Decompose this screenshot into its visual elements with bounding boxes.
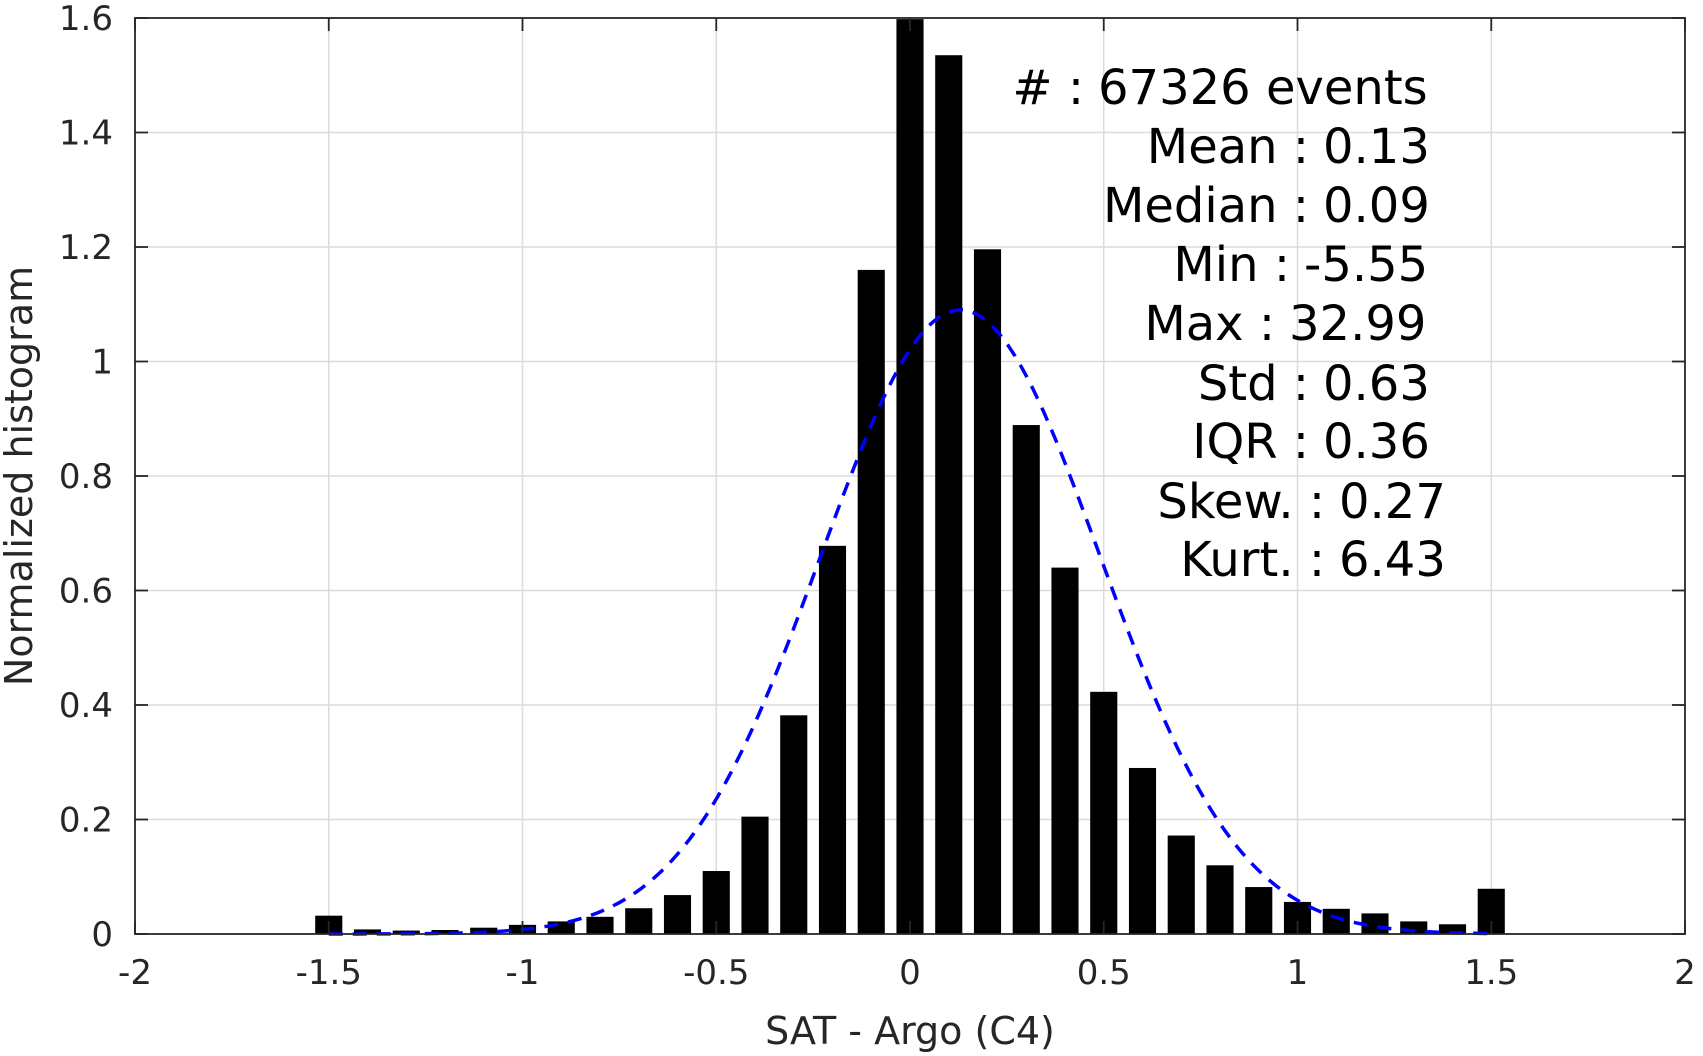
axis-ticks [134, 17, 1686, 935]
x-tick-label: -2 [118, 953, 152, 993]
histogram-bar [780, 715, 808, 934]
stat-value: 0.09 [1323, 178, 1430, 234]
y-tick-label: 1.4 [59, 114, 113, 154]
stat-label: Max : [1144, 296, 1275, 352]
x-tick-label: 2 [1674, 953, 1696, 993]
stat-value: 0.36 [1323, 414, 1430, 470]
histogram-bar [547, 921, 575, 934]
x-tick-label: -0.5 [683, 953, 749, 993]
y-tick-label: 0.6 [59, 572, 113, 612]
stat-value: 0.63 [1323, 356, 1430, 412]
x-tick-label: -1 [506, 953, 540, 993]
stat-value: 67326 events [1098, 60, 1428, 116]
histogram-bars [315, 19, 1505, 935]
stat-value: -5.55 [1304, 237, 1428, 293]
histogram-bar [1206, 865, 1234, 934]
stat-label: Mean : [1147, 119, 1309, 175]
histogram-bar [741, 816, 769, 934]
x-tick-label: 0 [899, 953, 921, 993]
stat-label: Min : [1173, 237, 1290, 293]
stat-value: 0.27 [1339, 474, 1446, 530]
histogram-bar [896, 19, 924, 934]
x-tick-label: 1 [1287, 953, 1309, 993]
histogram-bar [663, 895, 692, 934]
stat-label: Skew. : [1157, 474, 1325, 530]
y-tick-label: 0.2 [59, 801, 113, 841]
y-axis-label: Normalized histogram [0, 266, 41, 686]
histogram-bar [353, 929, 382, 934]
y-tick-label: 0.8 [59, 457, 113, 497]
y-tick-label: 0 [91, 915, 113, 955]
histogram-bar [1012, 425, 1040, 934]
stat-label: IQR : [1192, 414, 1309, 470]
y-tick-label: 1 [91, 343, 113, 383]
x-tick-label: 0.5 [1077, 953, 1131, 993]
stat-label: # : [1012, 60, 1084, 116]
stat-label: Median : [1103, 178, 1309, 234]
stat-label: Kurt. : [1180, 532, 1325, 588]
x-tick-label: 1.5 [1464, 953, 1518, 993]
histogram-bar [1128, 767, 1157, 934]
histogram-bar [1167, 835, 1195, 934]
histogram-bar [857, 269, 885, 934]
stat-label: Std : [1198, 356, 1309, 412]
stat-value: 32.99 [1289, 296, 1426, 352]
histogram-bar [973, 249, 1002, 935]
histogram-bar [1051, 567, 1079, 934]
stat-value: 6.43 [1339, 532, 1446, 588]
stat-value: 0.13 [1323, 119, 1430, 175]
histogram-bar [431, 929, 459, 934]
x-tick-labels: -2 -1.5 -1 -0.5 0 0.5 1 1.5 2 [118, 953, 1696, 993]
x-axis-label: SAT - Argo (C4) [765, 1009, 1055, 1053]
histogram-bar [1090, 691, 1118, 934]
histogram-bar [625, 908, 653, 934]
histogram-bar [935, 55, 963, 934]
x-tick-label: -1.5 [296, 953, 362, 993]
y-tick-label: 0.4 [59, 686, 113, 726]
histogram-bar [1322, 908, 1350, 934]
y-tick-labels: 0 0.2 0.4 0.6 0.8 1 1.2 1.4 1.6 [59, 0, 113, 955]
y-tick-label: 1.2 [59, 228, 113, 268]
histogram-bar [586, 916, 614, 934]
y-tick-label: 1.6 [59, 0, 113, 39]
histogram-bar [1438, 924, 1467, 934]
histogram-bar [1245, 887, 1273, 934]
histogram-bar [818, 545, 847, 934]
